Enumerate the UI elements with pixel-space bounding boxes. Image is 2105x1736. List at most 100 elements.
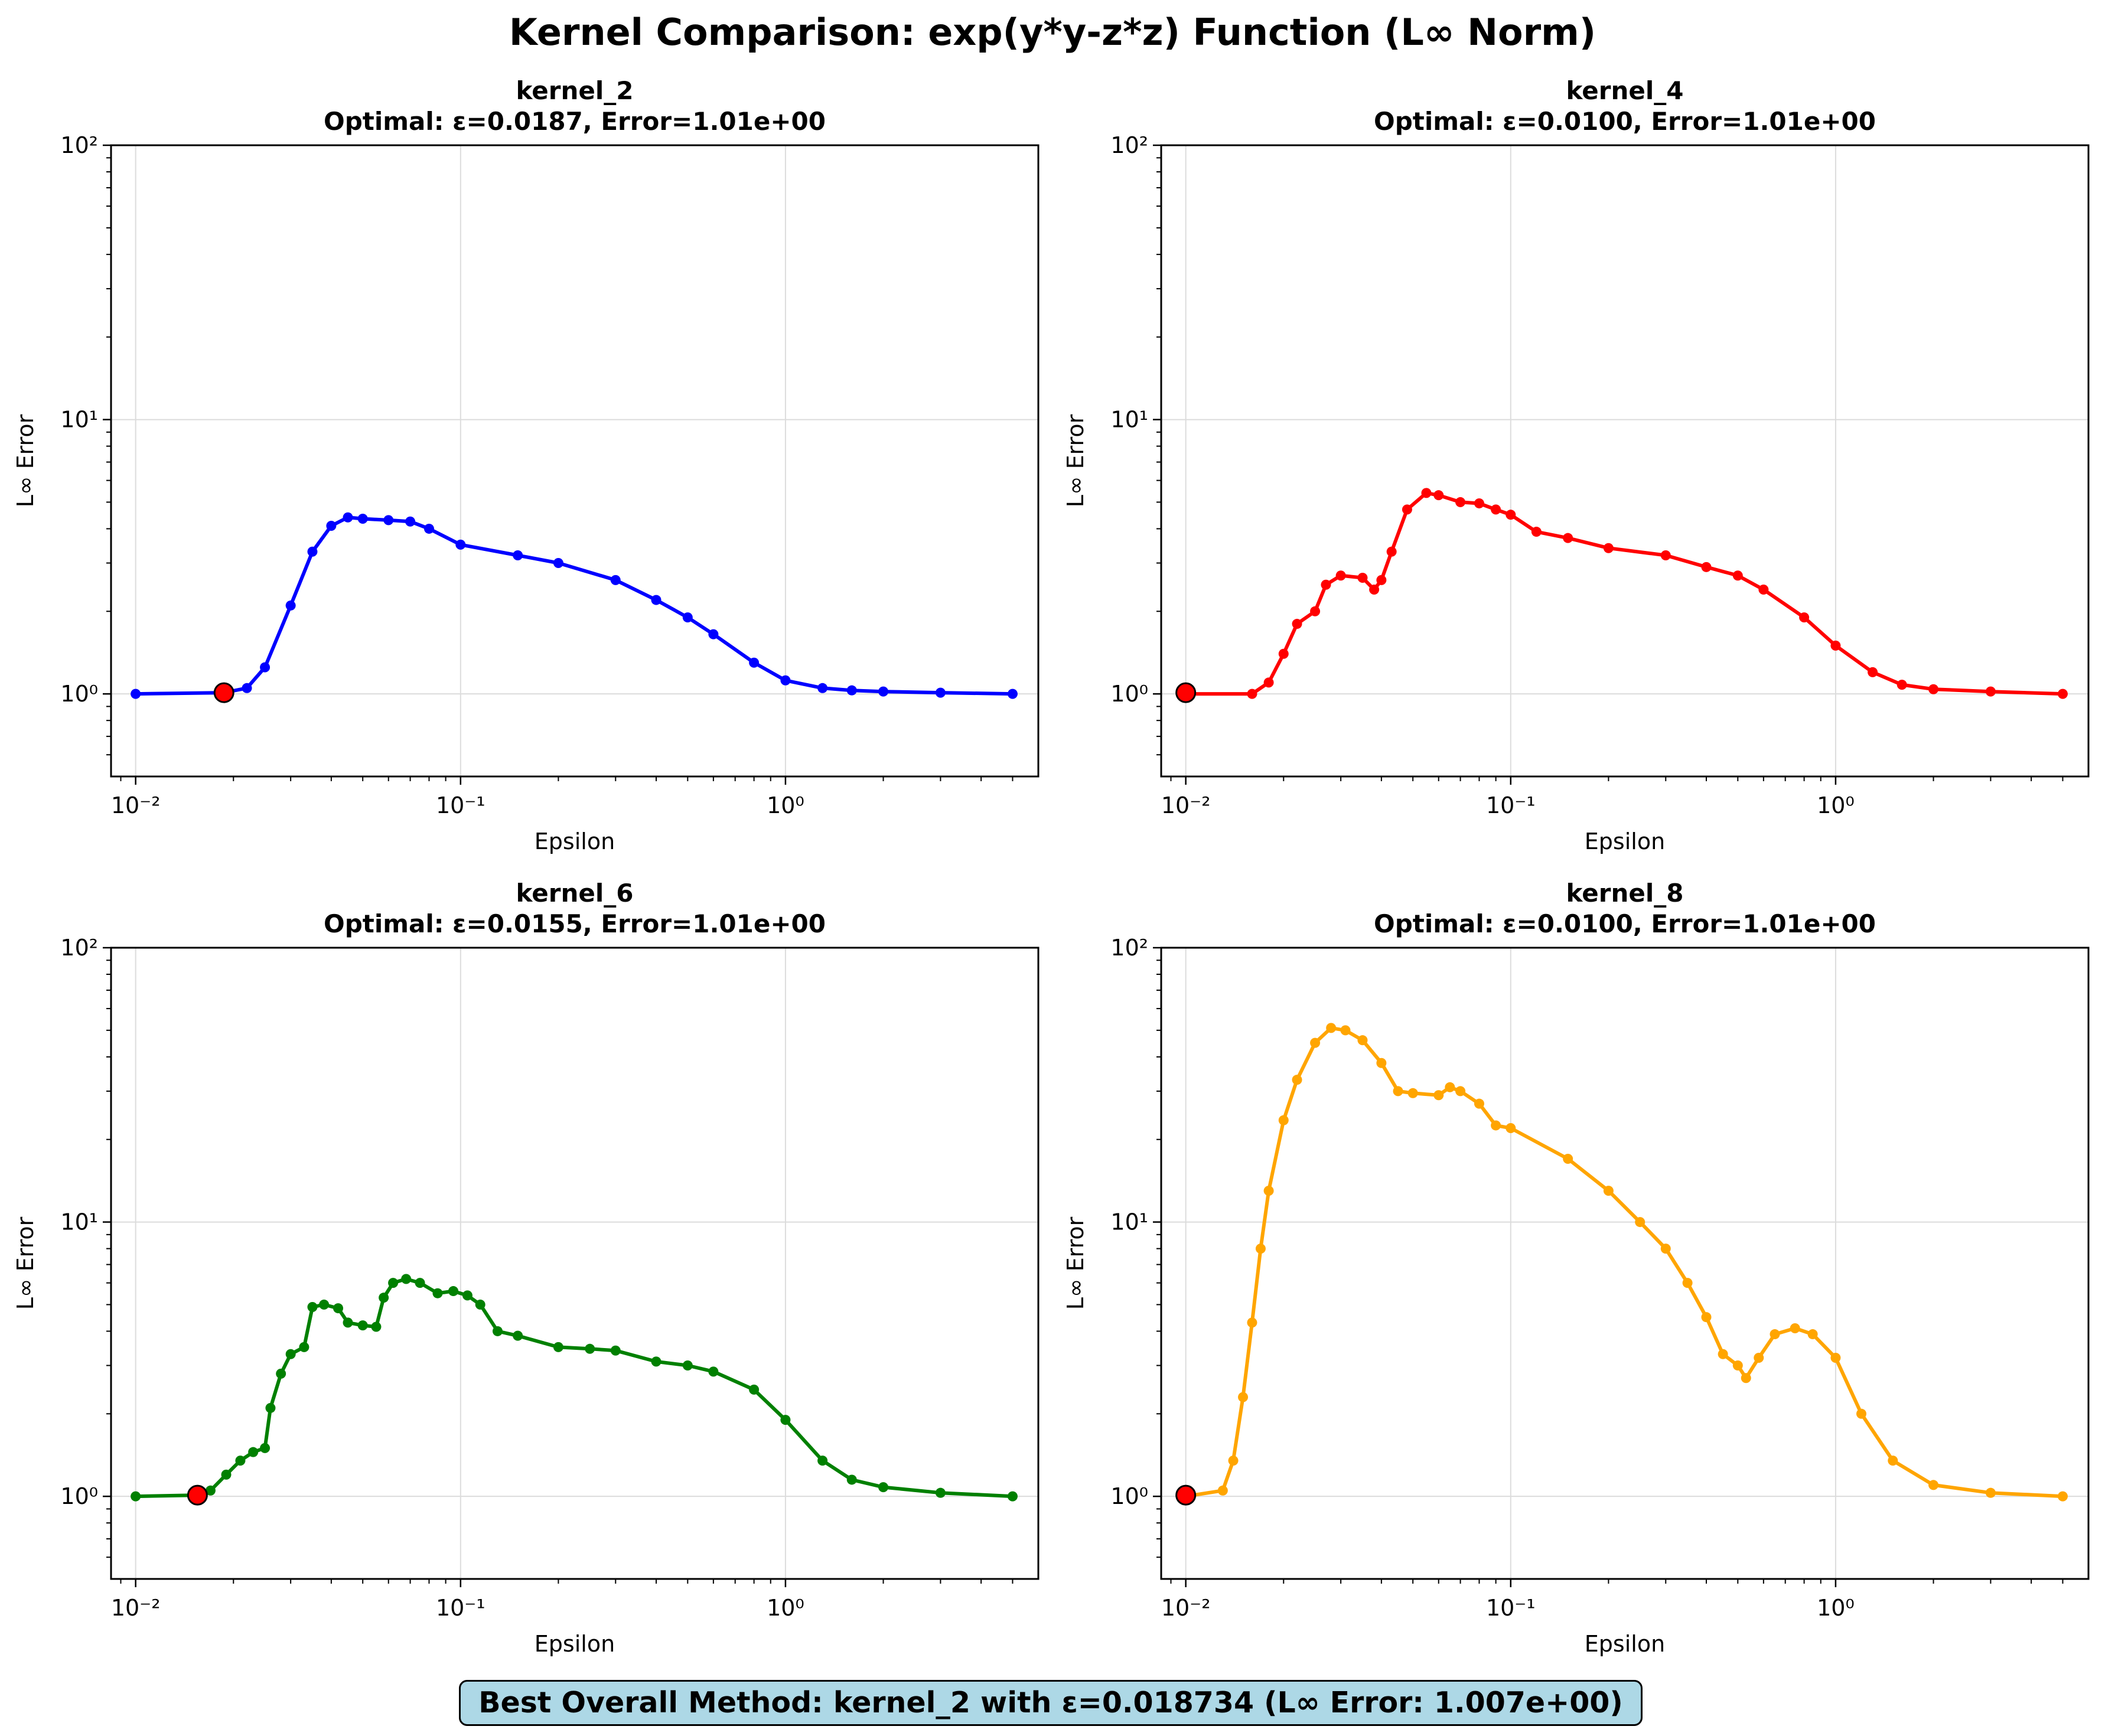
y-axis-label: L∞ Error: [12, 1216, 38, 1310]
data-point: [1563, 533, 1573, 543]
data-point: [708, 1366, 719, 1377]
y-axis-label: L∞ Error: [12, 414, 38, 507]
data-point: [1758, 585, 1769, 595]
data-point: [1335, 570, 1346, 581]
data-point: [1718, 1349, 1728, 1359]
data-point: [1603, 543, 1614, 553]
data-point: [405, 516, 416, 527]
data-point: [1433, 490, 1444, 501]
x-tick-label: 10⁰: [1817, 792, 1855, 818]
x-tick-label: 10⁰: [1817, 1595, 1855, 1621]
data-point: [1228, 1456, 1239, 1466]
data-point: [682, 612, 693, 623]
data-point: [285, 1349, 296, 1359]
data-point: [1357, 573, 1368, 583]
series-line: [135, 515, 1013, 696]
data-point: [846, 685, 857, 696]
x-tick-label: 10⁰: [767, 792, 804, 818]
data-point: [1506, 510, 1516, 520]
subplot-title: kernel_6: [516, 879, 633, 908]
data-point: [1455, 497, 1466, 507]
data-point: [1790, 1323, 1800, 1333]
figure-title: Kernel Comparison: exp(y*y-z*z) Function…: [509, 11, 1596, 54]
data-point: [1263, 1186, 1274, 1196]
x-tick-label: 10⁻¹: [1486, 792, 1536, 818]
data-point: [371, 1321, 382, 1332]
data-point: [553, 1342, 563, 1352]
subplot-subtitle: Optimal: ε=0.0155, Error=1.01e+00: [324, 909, 826, 938]
data-point: [1660, 550, 1671, 560]
data-point: [1340, 1025, 1351, 1036]
x-axis-label: Epsilon: [535, 1631, 615, 1657]
x-tick-label: 10⁻¹: [436, 792, 485, 818]
data-point: [401, 1274, 412, 1284]
data-point: [276, 1368, 286, 1379]
data-point: [1491, 1120, 1501, 1131]
data-point: [1928, 684, 1939, 694]
data-point: [1754, 1352, 1764, 1363]
data-point: [1247, 1317, 1257, 1328]
data-point: [1433, 1090, 1444, 1101]
data-point: [1321, 579, 1331, 590]
x-axis-label: Epsilon: [535, 828, 615, 854]
optimal-marker: [187, 1484, 208, 1506]
data-point: [585, 1343, 595, 1354]
data-point: [1292, 1075, 1302, 1085]
data-point: [1393, 1086, 1403, 1097]
data-point: [513, 1330, 523, 1341]
data-point: [1445, 1082, 1455, 1092]
data-point: [1701, 1312, 1712, 1323]
optimal-marker: [213, 682, 234, 703]
data-point: [1402, 504, 1412, 515]
y-tick-label: 10²: [1110, 935, 1148, 961]
data-point: [1807, 1329, 1818, 1340]
data-point: [131, 688, 141, 699]
x-tick-label: 10⁻¹: [436, 1595, 485, 1621]
data-point: [817, 683, 828, 693]
data-point: [1799, 612, 1810, 623]
data-point: [432, 1288, 443, 1298]
data-point: [1217, 1485, 1228, 1496]
data-point: [492, 1326, 503, 1336]
data-point: [610, 575, 621, 585]
data-point: [1531, 527, 1542, 537]
data-point: [221, 1469, 232, 1480]
subplot-subtitle: Optimal: ε=0.0187, Error=1.01e+00: [324, 107, 826, 136]
data-point: [817, 1456, 828, 1466]
data-point: [343, 512, 353, 523]
data-point: [1856, 1408, 1866, 1419]
data-point: [1563, 1154, 1573, 1164]
data-point: [307, 546, 318, 557]
y-tick-label: 10¹: [60, 407, 98, 433]
y-tick-label: 10²: [60, 132, 98, 158]
x-tick-label: 10⁻²: [111, 1595, 161, 1621]
data-point: [307, 1302, 318, 1313]
data-point: [1255, 1244, 1266, 1254]
x-axis-label: Epsilon: [1585, 828, 1665, 854]
data-point: [935, 687, 946, 698]
y-tick-label: 10¹: [1110, 1209, 1148, 1235]
data-point: [1376, 575, 1387, 585]
series-line: [1185, 1026, 2063, 1499]
data-point: [242, 683, 252, 693]
data-point: [1732, 1360, 1743, 1370]
data-point: [1357, 1035, 1368, 1046]
axes-frame: [110, 947, 1040, 1580]
y-tick-label: 10²: [60, 935, 98, 961]
data-point: [1455, 1086, 1466, 1097]
data-point: [780, 1415, 791, 1425]
data-point: [1474, 1098, 1484, 1109]
data-point: [1292, 619, 1302, 629]
data-point: [2057, 1491, 2068, 1502]
subplot-title: kernel_8: [1566, 879, 1683, 908]
data-point: [1376, 1058, 1387, 1068]
data-point: [682, 1360, 693, 1370]
data-point: [1407, 1088, 1418, 1098]
x-tick-label: 10⁻²: [111, 792, 161, 818]
y-tick-label: 10⁰: [1110, 1483, 1148, 1509]
subplot-title: kernel_2: [516, 76, 633, 105]
data-point: [343, 1317, 353, 1328]
